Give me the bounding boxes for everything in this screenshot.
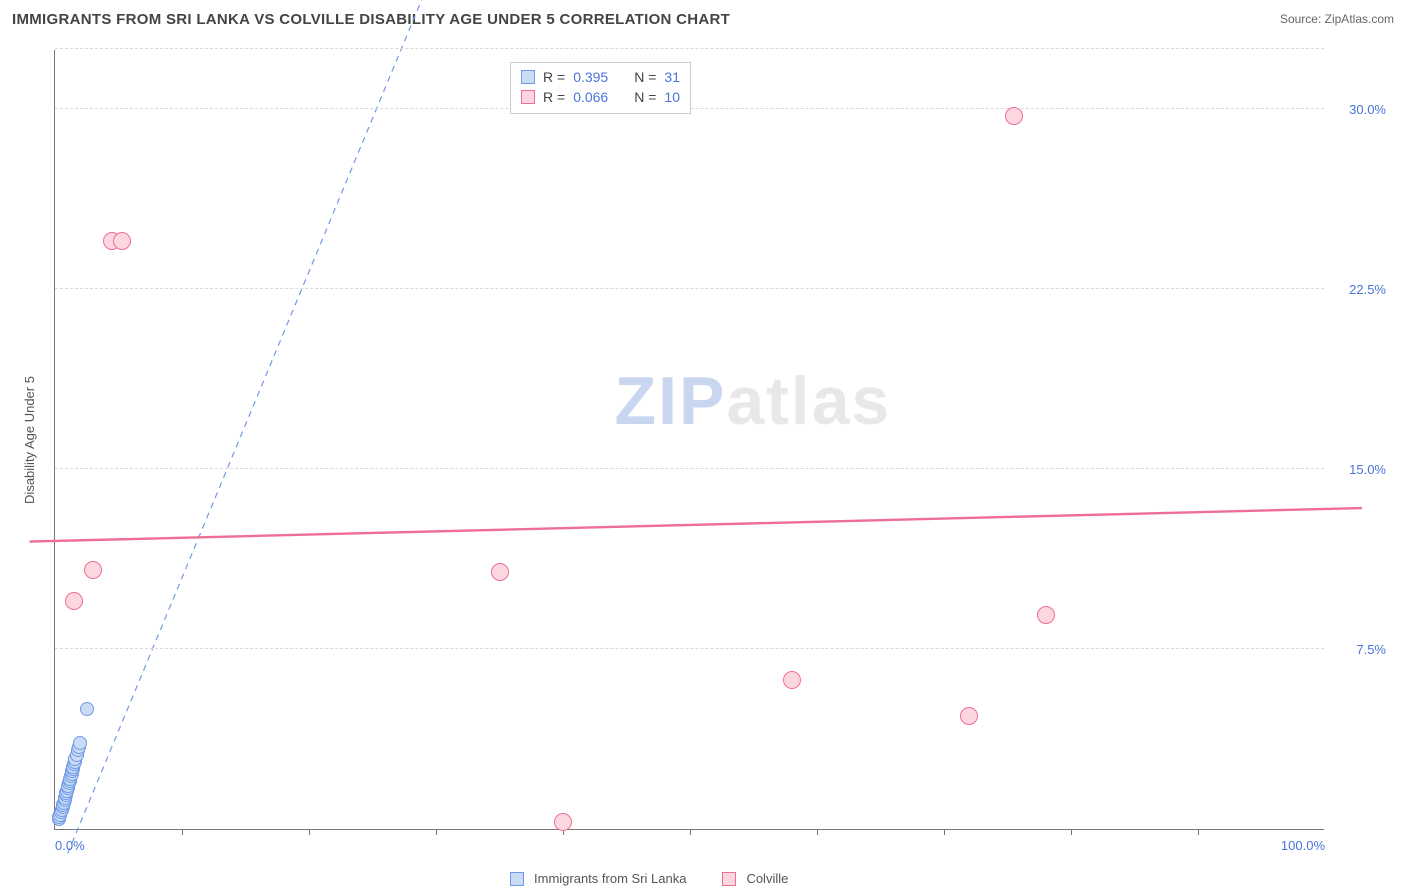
x-tick [1198,829,1199,835]
x-tick [182,829,183,835]
gridline [55,48,1324,49]
gridline [55,468,1324,469]
data-point [65,592,83,610]
x-tick [1071,829,1072,835]
data-point [960,707,978,725]
y-tick-label: 15.0% [1330,462,1386,477]
trend-line [30,508,1362,542]
legend-n-label: N = [634,69,656,85]
chart-header: IMMIGRANTS FROM SRI LANKA VS COLVILLE DI… [0,0,1406,38]
data-point [554,813,572,831]
legend-correlation: R = 0.395 N = 31 R = 0.066 N = 10 [510,62,691,114]
x-tick [436,829,437,835]
legend-r-label: R = [543,69,565,85]
data-point [783,671,801,689]
trend-line [68,0,436,853]
data-point [84,561,102,579]
x-tick [690,829,691,835]
legend-swatch [521,90,535,104]
legend-swatch [521,70,535,84]
data-point [491,563,509,581]
source-name: ZipAtlas.com [1325,12,1394,26]
source-label: Source: [1280,12,1321,26]
trend-lines [55,50,1324,829]
data-point [113,232,131,250]
data-point [1037,606,1055,624]
legend-series-label: Colville [746,871,788,886]
x-tick-label: 0.0% [55,838,85,853]
legend-r-label: R = [543,89,565,105]
y-axis-label: Disability Age Under 5 [22,376,37,504]
data-point [1005,107,1023,125]
gridline [55,648,1324,649]
legend-r-value: 0.066 [573,89,608,105]
data-point [73,736,87,750]
chart-source: Source: ZipAtlas.com [1280,12,1394,26]
data-point [80,702,94,716]
gridline [55,288,1324,289]
legend-n-value: 31 [664,69,680,85]
x-tick [944,829,945,835]
legend-n-label: N = [634,89,656,105]
legend-r-value: 0.395 [573,69,608,85]
x-tick-label: 100.0% [1281,838,1325,853]
x-tick [817,829,818,835]
legend-series-label: Immigrants from Sri Lanka [534,871,686,886]
chart-area: Disability Age Under 5 ZIPatlas 7.5%15.0… [16,38,1398,862]
legend-series: Immigrants from Sri Lanka Colville [510,871,814,886]
chart-title: IMMIGRANTS FROM SRI LANKA VS COLVILLE DI… [12,11,730,28]
legend-row: R = 0.066 N = 10 [521,87,680,107]
x-tick [309,829,310,835]
y-tick-label: 22.5% [1330,282,1386,297]
legend-n-value: 10 [664,89,680,105]
legend-row: R = 0.395 N = 31 [521,67,680,87]
y-tick-label: 7.5% [1330,642,1386,657]
legend-swatch [510,872,524,886]
plot-region: ZIPatlas 7.5%15.0%22.5%30.0%0.0%100.0%R … [54,50,1324,830]
y-tick-label: 30.0% [1330,102,1386,117]
legend-swatch [722,872,736,886]
